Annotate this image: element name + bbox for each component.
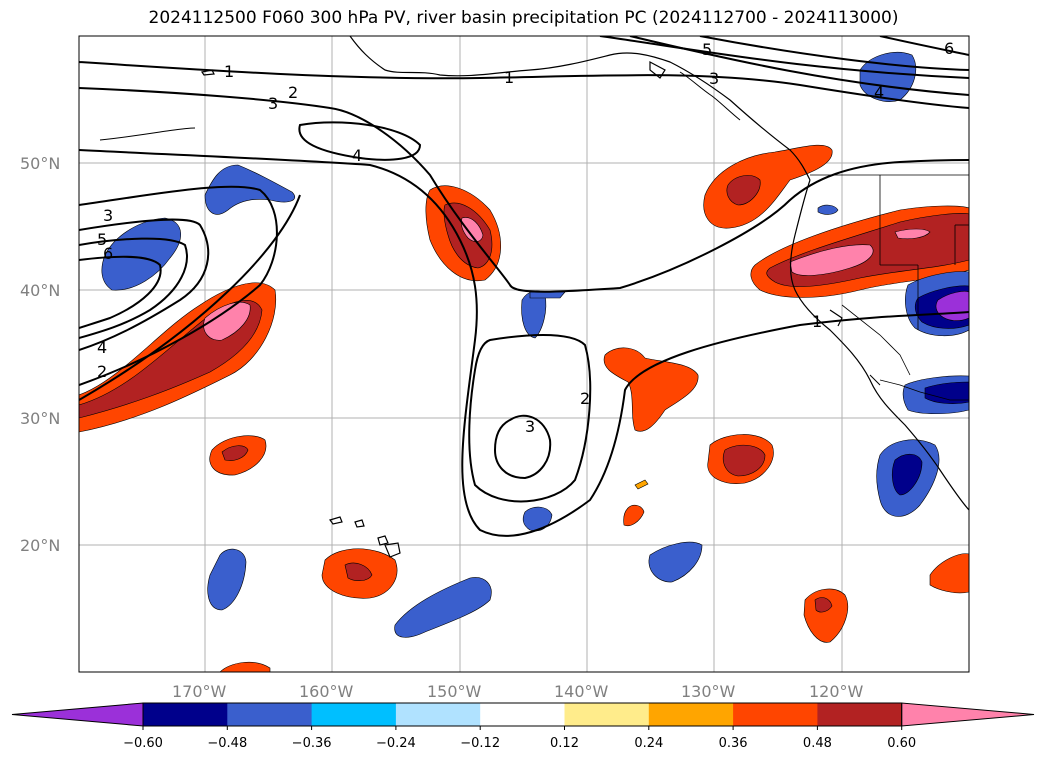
colorbar-segment xyxy=(227,703,313,726)
colorbar-frame xyxy=(142,702,903,727)
lon-tick-label: 130°W xyxy=(681,682,736,701)
colorbar-tick-label: 0.12 xyxy=(550,736,579,751)
map-title: 2024112500 F060 300 hPa PV, river basin … xyxy=(148,8,899,28)
colorbar-segment xyxy=(143,703,228,726)
colorbar-tick-label: −0.12 xyxy=(460,736,500,751)
pv-contours xyxy=(79,36,969,537)
colorbar-segment xyxy=(311,703,397,726)
lon-tick-label: 140°W xyxy=(554,682,609,701)
contour-label: 3 xyxy=(103,206,113,225)
contour-label: 5 xyxy=(702,40,712,59)
political-borders xyxy=(810,174,969,401)
colorbar-tick-label: 0.36 xyxy=(719,736,748,751)
contour-label: 2 xyxy=(580,389,590,408)
contour-label: 3 xyxy=(709,69,719,88)
contour-label: 5 xyxy=(97,230,107,249)
colorbar: −0.60 −0.48 −0.36 −0.24 −0.12 0.12 0.24 0.36 0.4… xyxy=(11,702,1035,751)
colorbar-segment xyxy=(480,703,565,726)
colorbar-segment xyxy=(395,703,481,726)
contour-label: 3 xyxy=(268,94,278,113)
contour-label: 3 xyxy=(525,417,535,436)
colorbar-tick-label: −0.36 xyxy=(292,736,332,751)
contour-label: 4 xyxy=(97,338,107,357)
colorbar-segment xyxy=(817,703,903,726)
lon-tick-label: 150°W xyxy=(427,682,482,701)
lat-tick-label: 50°N xyxy=(20,154,60,173)
colorbar-tick-label: −0.24 xyxy=(376,736,416,751)
colorbar-tick-label: −0.48 xyxy=(207,736,247,751)
map-frame xyxy=(78,35,970,673)
lon-tick-label: 160°W xyxy=(299,682,354,701)
colorbar-tick-label: 0.60 xyxy=(887,736,916,751)
colorbar-segment xyxy=(733,703,818,726)
colorbar-segment xyxy=(564,703,650,726)
lon-tick-labels: 170°W 160°W 150°W 140°W 130°W 120°W xyxy=(172,682,864,701)
colorbar-extend-min xyxy=(11,702,144,727)
lat-tick-label: 20°N xyxy=(20,536,60,555)
coastlines xyxy=(99,36,969,558)
colorbar-tick-label: −0.60 xyxy=(123,736,163,751)
contour-label: 1 xyxy=(812,312,822,331)
colorbar-tick-label: 0.24 xyxy=(634,736,663,751)
contour-label: 4 xyxy=(874,83,884,102)
lon-tick-label: 170°W xyxy=(172,682,227,701)
precip-positive-regions xyxy=(79,144,969,672)
lat-tick-label: 40°N xyxy=(20,281,60,300)
colorbar-segment xyxy=(648,703,734,726)
colorbar-tick-label: 0.48 xyxy=(803,736,832,751)
contour-label: 2 xyxy=(288,83,298,102)
lat-tick-labels: 50°N 40°N 30°N 20°N xyxy=(20,154,60,555)
contour-label: 6 xyxy=(944,39,954,58)
colorbar-extend-max xyxy=(901,702,1035,727)
lon-tick-label: 120°W xyxy=(809,682,864,701)
contour-label: 1 xyxy=(224,62,234,81)
contour-label: 1 xyxy=(504,68,514,87)
contour-label: 4 xyxy=(352,146,362,165)
contour-label: 2 xyxy=(97,362,107,381)
pv-contour-labels: 1 1 1 2 2 2 3 3 3 3 4 4 4 5 5 6 6 xyxy=(97,39,954,436)
contour-label: 6 xyxy=(103,244,113,263)
lat-tick-label: 30°N xyxy=(20,409,60,428)
